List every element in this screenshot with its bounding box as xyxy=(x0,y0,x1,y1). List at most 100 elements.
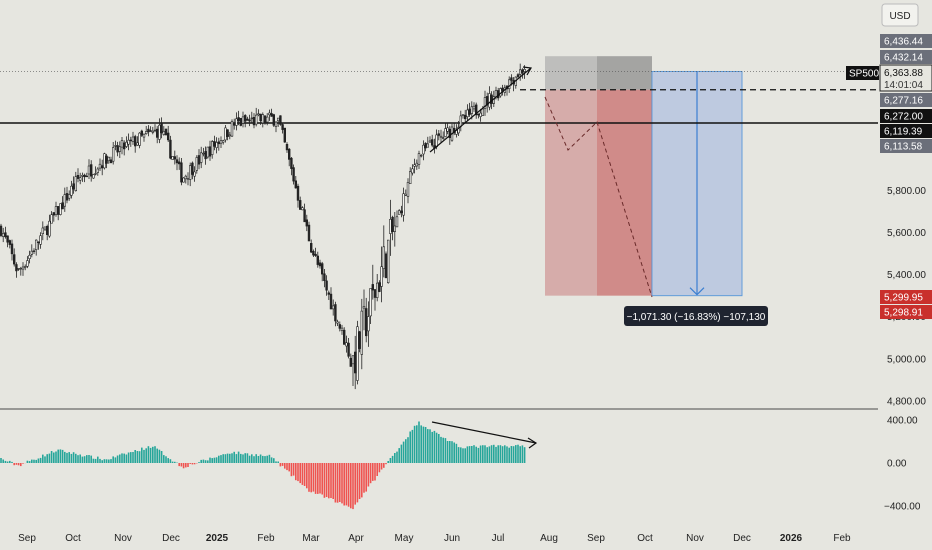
osc-bar-positive xyxy=(455,443,458,463)
candle-up xyxy=(30,250,33,255)
trend-drawings[interactable] xyxy=(429,66,653,449)
candle-up xyxy=(404,193,407,196)
candle-up xyxy=(28,255,31,260)
osc-bar-positive xyxy=(134,450,136,463)
osc-bar-negative xyxy=(306,463,308,489)
measure-label: −1,071.30 (−16.83%) −107,130 xyxy=(624,306,768,326)
symbol-tag-bg xyxy=(846,66,879,80)
candle-down xyxy=(364,308,368,337)
candle-up xyxy=(518,69,522,75)
price-tag-bg xyxy=(880,290,932,304)
candle-down xyxy=(378,282,381,292)
osc-bar-positive xyxy=(220,455,222,463)
osc-bar-positive xyxy=(411,429,414,463)
osc-bar-positive xyxy=(31,459,33,463)
candle-up xyxy=(50,214,53,224)
osc-bar-positive xyxy=(460,447,462,463)
time-axis-label: Jul xyxy=(492,533,505,544)
osc-bar-negative xyxy=(193,463,196,465)
osc-bar-positive xyxy=(253,456,255,463)
candle-up xyxy=(351,355,355,365)
osc-bar-positive xyxy=(482,445,484,463)
osc-bar-positive xyxy=(477,447,480,463)
candle-up xyxy=(195,157,198,171)
osc-bar-positive xyxy=(130,452,132,463)
candle-down xyxy=(160,123,163,134)
candle-up xyxy=(422,144,425,155)
osc-bar-negative xyxy=(20,463,22,467)
time-axis-label: 2025 xyxy=(206,533,229,544)
osc-bar-positive xyxy=(202,459,205,463)
oscillator-axis[interactable]: 400.00 0.00 −400.00 xyxy=(884,416,921,513)
candle-down xyxy=(468,108,471,115)
candle-down xyxy=(334,304,337,322)
osc-bar-positive xyxy=(471,446,473,463)
candle-down xyxy=(437,133,440,136)
osc-bar-positive xyxy=(523,447,526,463)
time-axis[interactable]: Sep Oct Nov Dec 2025 Feb Mar Apr May Jun Jul Aug Sep… xyxy=(18,533,851,544)
osc-bar-positive xyxy=(28,461,31,463)
horizontal-levels[interactable] xyxy=(0,71,878,124)
osc-bar-negative xyxy=(312,463,315,492)
osc-bar-negative xyxy=(383,463,385,468)
candle-up xyxy=(107,156,111,161)
osc-bar-positive xyxy=(149,447,152,463)
candle-down xyxy=(6,235,9,243)
osc-bar-positive xyxy=(145,448,147,463)
candle-down xyxy=(349,357,352,367)
osc-bar-positive xyxy=(26,460,29,463)
candle-up xyxy=(479,112,482,117)
candle-up xyxy=(441,137,445,139)
candle-up xyxy=(98,163,102,169)
candle-up xyxy=(19,267,22,270)
candle-up xyxy=(389,219,392,234)
osc-bar-positive xyxy=(464,448,466,463)
candle-down xyxy=(263,115,267,123)
osc-bar-negative xyxy=(303,463,306,486)
price-tag: 6,119.39 xyxy=(880,124,932,138)
osc-bar-negative xyxy=(345,463,348,506)
candle-up xyxy=(395,216,399,228)
osc-bar-positive xyxy=(486,447,488,463)
candle-up xyxy=(54,206,58,215)
candle-down xyxy=(105,155,108,164)
osc-bar-positive xyxy=(407,437,409,463)
osc-bar-positive xyxy=(61,449,64,463)
price-tag: 6,272.00 xyxy=(880,109,932,123)
candle-down xyxy=(516,74,520,77)
candle-down xyxy=(8,240,11,245)
candle-up xyxy=(466,109,469,117)
position-tool[interactable]: −1,071.30 (−16.83%) −107,130 xyxy=(545,56,768,326)
candle-up xyxy=(488,93,491,108)
candle-up xyxy=(446,127,449,132)
time-axis-label: 2026 xyxy=(780,533,803,544)
candle-down xyxy=(325,280,328,291)
candle-up xyxy=(145,131,148,135)
osc-bar-positive xyxy=(222,454,224,463)
osc-bar-positive xyxy=(488,446,491,463)
osc-bar-positive xyxy=(2,459,4,463)
osc-bar-positive xyxy=(398,448,400,463)
candle-down xyxy=(109,159,113,164)
osc-bar-negative xyxy=(385,463,387,465)
osc-bar-positive xyxy=(77,455,79,463)
osc-bar-positive xyxy=(97,456,99,463)
osc-bar-positive xyxy=(268,454,271,463)
candle-up xyxy=(120,140,124,148)
currency-button[interactable]: USD xyxy=(881,3,919,27)
osc-bar-positive xyxy=(515,445,517,463)
candle-down xyxy=(314,253,317,256)
osc-bar-positive xyxy=(396,451,398,463)
candle-up xyxy=(112,147,115,162)
osc-bar-positive xyxy=(90,455,92,463)
osc-bar-positive xyxy=(394,453,396,463)
osc-bar-positive xyxy=(418,421,420,463)
candle-down xyxy=(90,164,93,177)
candle-up xyxy=(125,141,128,147)
osc-bar-positive xyxy=(200,459,202,463)
candle-up xyxy=(136,142,139,146)
osc-bar-negative xyxy=(310,463,312,493)
osc-bar-negative xyxy=(325,463,328,497)
